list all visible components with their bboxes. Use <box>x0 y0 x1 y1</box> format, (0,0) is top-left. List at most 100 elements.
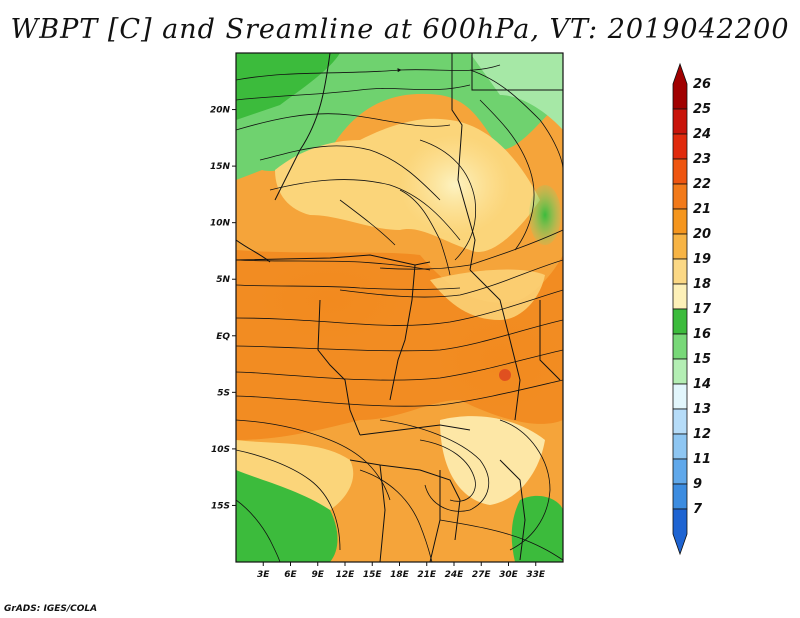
streamline <box>236 259 431 271</box>
border <box>317 299 361 436</box>
colorbar-label: 19 <box>693 252 711 267</box>
streamline <box>236 349 563 381</box>
streamline <box>339 259 563 298</box>
streamline <box>236 499 281 562</box>
colorbar: 26 25 24 23 22 21 20 19 18 17 16 15 14 13 12 11 9 7 <box>672 62 712 556</box>
lon-tick-label: 9E <box>312 570 325 580</box>
colorbar-label: 20 <box>693 227 711 242</box>
colorbar-label: 12 <box>693 427 711 442</box>
colorbar-segment <box>672 183 688 210</box>
border <box>429 470 441 562</box>
lon-tick-label: 15E <box>363 570 383 580</box>
lat-tick-label: 20N <box>210 106 231 116</box>
colorbar-label: 26 <box>693 77 711 92</box>
green-region-nw <box>236 53 340 120</box>
pale-yellow-core <box>400 135 510 235</box>
lat-tick-label: 5S <box>217 388 230 398</box>
colorbar-label: 18 <box>693 277 711 292</box>
colorbar-label: 17 <box>693 302 712 317</box>
streamline <box>236 113 451 131</box>
grads-credit: GrADS: IGES/COLA <box>4 604 98 614</box>
colorbar-label: 21 <box>693 202 711 217</box>
lat-tick-label: 10S <box>211 445 230 455</box>
border <box>451 53 476 271</box>
colorbar-segment <box>672 308 688 335</box>
colorbar-label: 13 <box>693 402 711 417</box>
lat-tick-label: 15S <box>211 501 230 511</box>
lat-axis: 20N 15N 10N 5N EQ 5S 10S 15S <box>210 106 236 511</box>
colorbar-segment <box>672 358 688 385</box>
colorbar-segment <box>672 383 688 410</box>
colorbar-segment <box>672 108 688 135</box>
colorbar-segment <box>672 408 688 435</box>
streamline <box>339 199 396 246</box>
red-pocket <box>499 369 511 381</box>
border <box>499 459 526 561</box>
streamline <box>236 289 563 326</box>
orange-core-west <box>250 255 410 345</box>
streamline <box>479 99 535 251</box>
colorbar-segment <box>672 433 688 460</box>
streamline <box>399 189 451 276</box>
colorbar-label: 24 <box>693 127 711 142</box>
colorbar-segment <box>672 233 688 260</box>
green-region-se <box>511 495 563 562</box>
colorbar-label: 11 <box>693 452 711 467</box>
colorbar-label: 15 <box>693 352 711 367</box>
colorbar-segment <box>672 62 688 110</box>
colorbar-segment <box>672 258 688 285</box>
light-green-ne <box>470 53 563 130</box>
colorbar-label: 14 <box>693 377 711 392</box>
streamline <box>236 449 341 551</box>
colorbar-label: 25 <box>693 102 711 117</box>
colorbar-segment <box>672 133 688 160</box>
streamline <box>236 284 461 290</box>
lat-tick-label: 15N <box>210 162 231 172</box>
streamline <box>499 419 551 551</box>
border <box>274 53 331 201</box>
border <box>471 53 563 91</box>
lat-tick-label: EQ <box>216 332 230 342</box>
country-borders <box>236 53 563 562</box>
wbpt-shading <box>236 53 563 562</box>
lon-axis: 3E 6E 9E 12E 15E 18E 21E 24E 27E 30E 33E <box>257 562 546 580</box>
streamline <box>236 64 501 81</box>
lon-tick-label: 12E <box>336 570 356 580</box>
border <box>469 269 521 421</box>
streamline <box>439 519 563 561</box>
yellow-south-east <box>440 416 545 505</box>
colorbar-label: 9 <box>693 477 702 492</box>
streamline <box>419 439 476 502</box>
lon-tick-label: 18E <box>390 570 410 580</box>
streamline <box>469 69 563 171</box>
colorbar-label: 7 <box>693 502 703 517</box>
border <box>359 424 471 436</box>
lat-tick-label: 10N <box>210 219 231 229</box>
streamline <box>236 84 471 101</box>
lon-tick-label: 27E <box>472 570 492 580</box>
colorbar-segment <box>672 458 688 485</box>
streamline <box>259 145 441 201</box>
lon-tick-label: 21E <box>417 570 437 580</box>
border <box>379 464 386 562</box>
lat-tick-label: 5N <box>216 275 230 285</box>
border <box>236 239 271 263</box>
border <box>236 254 431 266</box>
border <box>349 459 461 541</box>
colorbar-segment <box>672 158 688 185</box>
colorbar-label: 22 <box>693 177 711 192</box>
colorbar-label: 23 <box>693 152 711 167</box>
colorbar-label: 16 <box>693 327 711 342</box>
lon-tick-label: 3E <box>257 570 270 580</box>
colorbar-segment <box>672 483 688 510</box>
chart-title: WBPT [C] and Sreamline at 600hPa, VT: 20… <box>10 14 790 45</box>
colorbar-segment <box>672 508 688 556</box>
streamline <box>236 319 563 352</box>
colorbar-segment <box>672 333 688 360</box>
border <box>389 264 416 401</box>
streamline <box>419 139 476 261</box>
streamline <box>379 419 489 512</box>
lon-tick-label: 6E <box>284 570 297 580</box>
streamline <box>269 179 461 241</box>
